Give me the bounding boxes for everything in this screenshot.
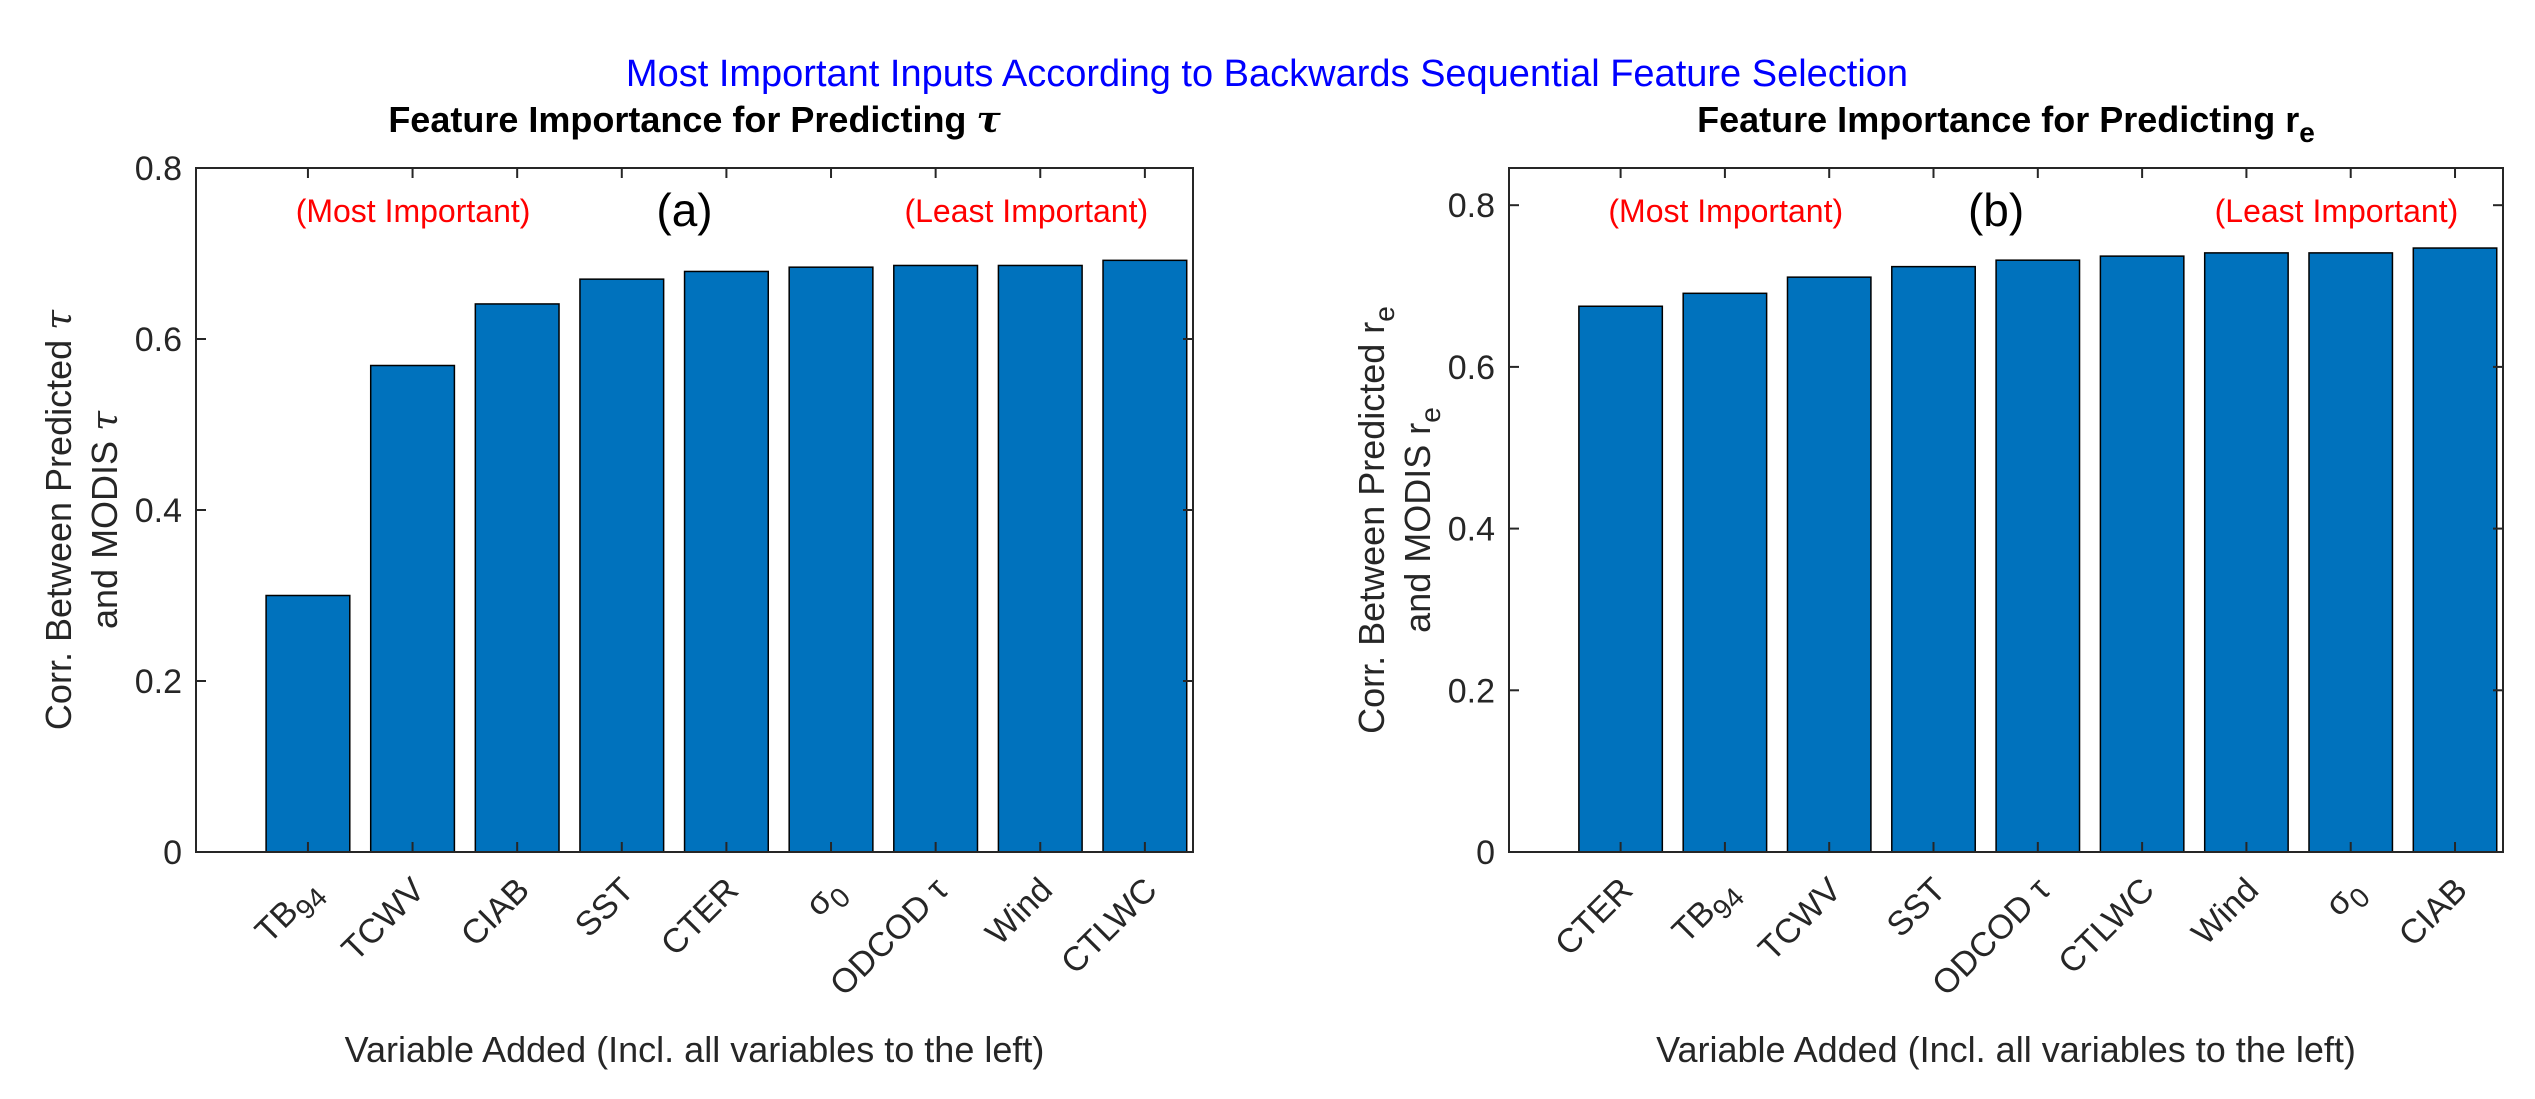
- annotation-least-important: (Least Important): [904, 193, 1148, 229]
- x-tick-label: TB94: [1665, 871, 1750, 956]
- bar: [997, 264, 1083, 853]
- bar: [893, 264, 979, 853]
- x-tick-label: TCWV: [1751, 871, 1849, 969]
- x-tick-label: CTLWC: [1054, 871, 1165, 982]
- annotation-most-important: (Most Important): [296, 193, 531, 229]
- x-axis-label: Variable Added (Incl. all variables to t…: [1656, 1029, 2356, 1070]
- bar: [369, 364, 456, 853]
- x-tick-label: CIAB: [454, 871, 537, 954]
- bar: [579, 278, 665, 853]
- annotation-most-important: (Most Important): [1608, 193, 1843, 229]
- main-title: Most Important Inputs According to Backw…: [626, 53, 1908, 95]
- bar: [1786, 276, 1872, 853]
- x-tick-label: Wind: [2184, 871, 2266, 953]
- x-tick-label: Wind: [978, 871, 1060, 953]
- bar: [1891, 265, 1976, 853]
- y-tick-label: 0.6: [1448, 349, 1495, 387]
- x-tick-label: SST: [1880, 871, 1954, 945]
- y-tick-label: 0.8: [135, 150, 182, 188]
- bar: [1995, 259, 2081, 853]
- y-axis-label-line: and MODIS re: [1397, 407, 1446, 633]
- x-tick-label: CTLWC: [2051, 871, 2162, 982]
- x-tick-label: CTER: [654, 871, 746, 963]
- y-tick-label: 0: [163, 834, 182, 872]
- annotation-least-important: (Least Important): [2215, 193, 2459, 229]
- y-tick-label: 0.2: [1448, 672, 1495, 710]
- bar: [2308, 252, 2394, 853]
- bar: [2099, 255, 2185, 853]
- panel-label: (b): [1968, 184, 2024, 236]
- chart-title: Feature Importance for Predicting re: [1697, 99, 2315, 148]
- y-tick-label: 0.4: [135, 492, 182, 530]
- x-tick-label: CIAB: [2392, 871, 2475, 954]
- bar: [2203, 252, 2289, 853]
- y-axis-label-line: and MODIS τ: [84, 410, 126, 629]
- y-tick-label: 0: [1476, 834, 1495, 872]
- y-tick-label: 0.6: [135, 321, 182, 359]
- panel-label: (a): [656, 184, 712, 236]
- x-tick-label: σ0: [2318, 871, 2376, 929]
- bar: [1578, 305, 1664, 853]
- y-tick-label: 0.4: [1448, 511, 1495, 549]
- x-tick-label: CTER: [1548, 871, 1640, 963]
- x-tick-label: TB94: [248, 871, 333, 956]
- axes-box: [1508, 167, 2504, 853]
- y-tick-label: 0.8: [1448, 187, 1495, 225]
- bar: [1682, 292, 1768, 853]
- bar: [2412, 247, 2498, 853]
- bar: [683, 270, 770, 853]
- y-tick-label: 0.2: [135, 663, 182, 701]
- y-axis-label-line: Corr. Between Predicted re: [1351, 306, 1400, 734]
- bar: [474, 303, 560, 853]
- bar: [265, 594, 351, 853]
- x-tick-label: SST: [568, 871, 642, 945]
- x-axis-label: Variable Added (Incl. all variables to t…: [345, 1029, 1045, 1070]
- x-tick-label: TCWV: [335, 871, 433, 969]
- bar: [788, 266, 874, 853]
- y-axis-label-line: Corr. Between Predicted τ: [38, 309, 80, 730]
- chart-title: Feature Importance for Predicting τ: [388, 99, 1001, 141]
- x-tick-label: σ0: [798, 871, 856, 929]
- bar: [1102, 259, 1188, 853]
